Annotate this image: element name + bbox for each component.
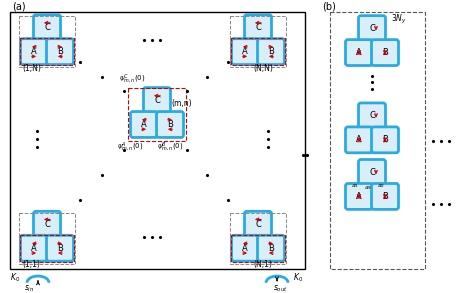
FancyBboxPatch shape bbox=[257, 39, 284, 64]
Text: A: A bbox=[31, 244, 37, 253]
Bar bbox=[19, 16, 75, 67]
Bar bbox=[128, 88, 186, 141]
Text: A: A bbox=[242, 47, 248, 56]
Text: C: C bbox=[154, 96, 160, 105]
FancyBboxPatch shape bbox=[144, 88, 171, 113]
FancyBboxPatch shape bbox=[231, 235, 258, 261]
Bar bbox=[19, 213, 75, 264]
Text: (N,1): (N,1) bbox=[253, 260, 272, 270]
Text: B: B bbox=[57, 244, 63, 253]
Text: (1,1): (1,1) bbox=[22, 260, 40, 270]
FancyBboxPatch shape bbox=[130, 112, 157, 137]
Text: (N,N): (N,N) bbox=[253, 64, 273, 73]
Text: B: B bbox=[57, 47, 63, 56]
Text: C: C bbox=[44, 23, 50, 32]
Text: $\psi^C_{m,n}(0)$: $\psi^C_{m,n}(0)$ bbox=[119, 73, 146, 86]
Text: $a_3$: $a_3$ bbox=[364, 184, 372, 192]
FancyBboxPatch shape bbox=[34, 15, 61, 40]
FancyBboxPatch shape bbox=[346, 183, 373, 209]
Text: $\psi^A_{m,n}(0)$: $\psi^A_{m,n}(0)$ bbox=[117, 141, 144, 154]
Text: $s_{out}$: $s_{out}$ bbox=[273, 283, 288, 293]
FancyBboxPatch shape bbox=[245, 211, 272, 237]
FancyBboxPatch shape bbox=[46, 39, 73, 64]
Text: (1,N): (1,N) bbox=[22, 64, 41, 73]
Text: A: A bbox=[31, 47, 37, 56]
Text: $K_0$: $K_0$ bbox=[293, 271, 303, 284]
FancyBboxPatch shape bbox=[372, 183, 399, 209]
Bar bbox=[10, 12, 305, 269]
Bar bbox=[230, 16, 286, 67]
FancyBboxPatch shape bbox=[346, 127, 373, 153]
Text: $3N_y$: $3N_y$ bbox=[391, 13, 407, 26]
Bar bbox=[20, 38, 74, 65]
Text: A: A bbox=[242, 244, 248, 253]
Text: B: B bbox=[268, 244, 274, 253]
Bar bbox=[231, 235, 285, 262]
FancyBboxPatch shape bbox=[372, 40, 399, 66]
Text: A: A bbox=[356, 48, 362, 57]
Text: B: B bbox=[268, 47, 274, 56]
FancyBboxPatch shape bbox=[358, 103, 385, 129]
FancyBboxPatch shape bbox=[231, 39, 258, 64]
Text: $a_2$: $a_2$ bbox=[377, 182, 385, 190]
Text: B: B bbox=[382, 48, 388, 57]
Text: C: C bbox=[44, 220, 50, 229]
Text: A: A bbox=[356, 192, 362, 201]
Text: B: B bbox=[382, 135, 388, 144]
FancyBboxPatch shape bbox=[46, 235, 73, 261]
Text: $a_1$: $a_1$ bbox=[351, 182, 359, 190]
Text: C: C bbox=[369, 24, 375, 33]
Text: B: B bbox=[167, 120, 173, 129]
Bar bbox=[231, 38, 285, 65]
FancyBboxPatch shape bbox=[34, 211, 61, 237]
FancyBboxPatch shape bbox=[20, 235, 47, 261]
FancyBboxPatch shape bbox=[346, 40, 373, 66]
Bar bbox=[230, 213, 286, 264]
Bar bbox=[330, 12, 425, 269]
Text: A: A bbox=[356, 135, 362, 144]
Text: $\psi^B_{m,n}(0)$: $\psi^B_{m,n}(0)$ bbox=[157, 141, 183, 154]
Bar bbox=[20, 235, 74, 262]
FancyBboxPatch shape bbox=[257, 235, 284, 261]
Text: C: C bbox=[369, 111, 375, 120]
Text: A: A bbox=[141, 120, 147, 129]
Text: B: B bbox=[382, 192, 388, 201]
FancyBboxPatch shape bbox=[20, 39, 47, 64]
Text: (m,n): (m,n) bbox=[171, 99, 191, 108]
Text: (b): (b) bbox=[322, 1, 336, 11]
Text: C: C bbox=[255, 220, 261, 229]
Text: $s_{in}$: $s_{in}$ bbox=[24, 283, 35, 293]
FancyBboxPatch shape bbox=[245, 15, 272, 40]
Text: $K_0$: $K_0$ bbox=[10, 271, 20, 284]
FancyBboxPatch shape bbox=[156, 112, 183, 137]
FancyBboxPatch shape bbox=[372, 127, 399, 153]
Text: C: C bbox=[369, 168, 375, 177]
Text: C: C bbox=[255, 23, 261, 32]
Text: (a): (a) bbox=[12, 1, 26, 11]
FancyBboxPatch shape bbox=[358, 16, 385, 42]
FancyBboxPatch shape bbox=[358, 159, 385, 185]
